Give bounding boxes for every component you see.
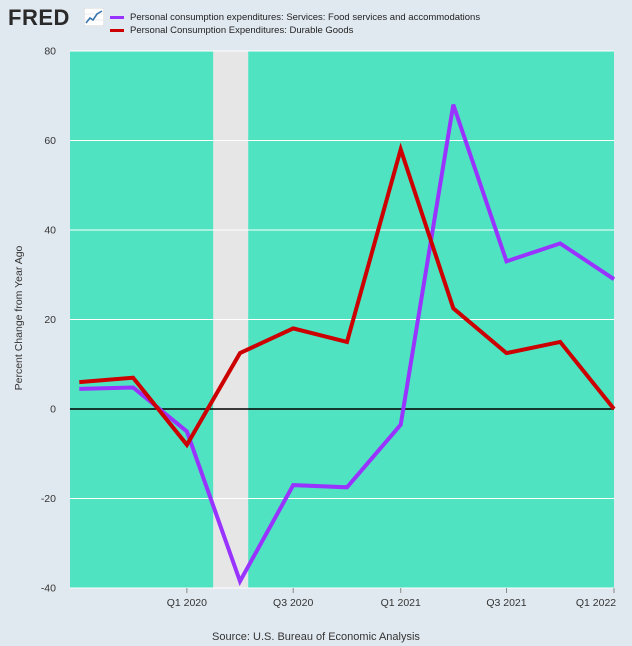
x-tick-label: Q3 2020 <box>273 597 313 609</box>
y-tick-label: 20 <box>44 314 56 326</box>
y-tick-label: 80 <box>44 46 56 58</box>
trend-graph-icon <box>84 8 104 26</box>
legend-swatch-durable-goods <box>110 28 124 32</box>
x-tick-label: Q1 2022 <box>576 597 616 609</box>
series-line-durable-goods[interactable] <box>79 142 616 449</box>
x-tick-label: Q1 2021 <box>381 597 421 609</box>
y-axis-label: Percent Change from Year Ago <box>13 245 25 391</box>
series-line-food-services[interactable] <box>79 104 616 587</box>
fred-logo[interactable]: FRED <box>8 5 70 30</box>
y-tick-label: 60 <box>44 135 56 147</box>
y-tick-label: -40 <box>41 583 56 595</box>
legend-swatch-food-services <box>110 15 124 19</box>
legend-item-food-services[interactable]: Personal consumption expenditures: Servi… <box>110 10 480 24</box>
legend-label-durable-goods: Personal Consumption Expenditures: Durab… <box>130 24 354 36</box>
y-tick-label: 0 <box>50 404 56 416</box>
y-tick-label: 40 <box>44 225 56 237</box>
legend-item-durable-goods[interactable]: Personal Consumption Expenditures: Durab… <box>110 23 353 37</box>
x-tick-label: Q1 2020 <box>167 597 207 609</box>
legend-label-food-services: Personal consumption expenditures: Servi… <box>130 11 481 23</box>
y-tick-label: -20 <box>41 493 56 505</box>
chart-header: FRED Personal consumption expenditures: … <box>0 0 632 46</box>
x-tick-label: Q3 2021 <box>486 597 526 609</box>
source-note: Source: U.S. Bureau of Economic Analysis <box>212 631 420 643</box>
